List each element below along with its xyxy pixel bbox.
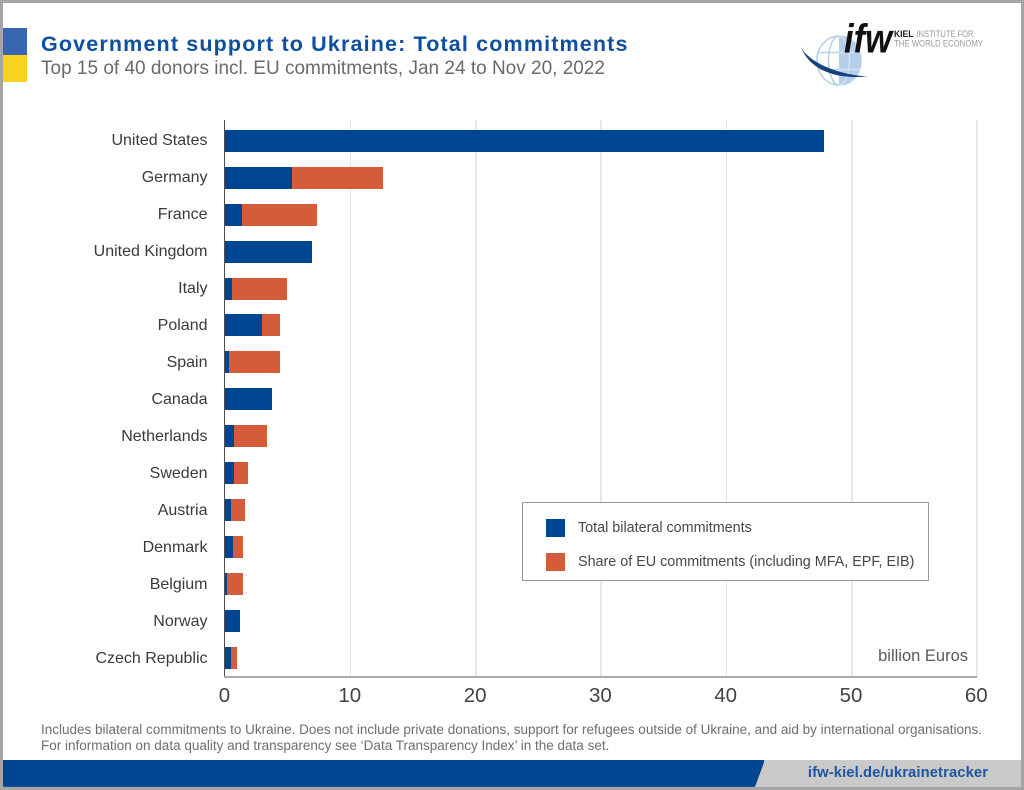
svg-text:ifw: ifw xyxy=(844,16,895,62)
svg-text:INSTITUTE FOR: INSTITUTE FOR xyxy=(917,29,974,39)
svg-text:KIEL: KIEL xyxy=(894,29,914,39)
svg-text:THE WORLD ECONOMY: THE WORLD ECONOMY xyxy=(894,39,983,49)
